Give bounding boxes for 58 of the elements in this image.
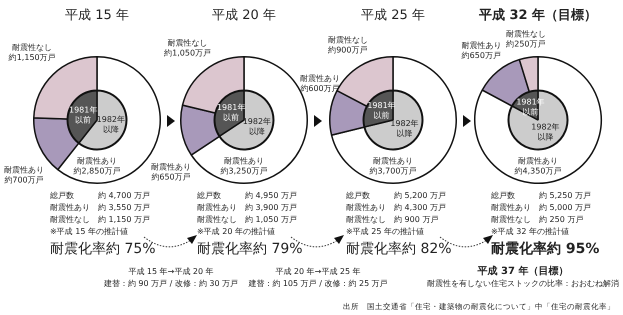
text: 耐震性あり 約 4,300 万戸 bbox=[346, 203, 446, 212]
text: 総戸数 約 4,700 万戸 bbox=[50, 191, 150, 200]
text: 耐震性なし 約 900 万戸 bbox=[346, 215, 438, 224]
data-label: 約3,250万戸 bbox=[220, 166, 268, 176]
text: 耐震化率約 82% bbox=[346, 240, 452, 258]
data-label: 約700万戸 bbox=[4, 175, 44, 184]
text: ※平成 20 年の推計値 bbox=[197, 227, 275, 236]
text: 耐震化率約 95% bbox=[491, 240, 600, 258]
slice-label: 1982年以降 bbox=[531, 122, 560, 142]
text: 建替：約 105 万戸 / 改修：約 25 万戸 bbox=[248, 279, 388, 288]
chart-title: 平成 20 年 bbox=[211, 7, 277, 24]
data-label: 約650万戸 bbox=[462, 51, 501, 60]
data-label: 約1,050万戸 bbox=[164, 48, 212, 58]
text: 平成 15 年→平成 20 年 bbox=[128, 267, 214, 276]
text: ※平成 32 年の推計値 bbox=[491, 227, 569, 236]
text: 耐震性なし 約 250 万戸 bbox=[491, 215, 584, 224]
slice-label: 耐震性なし bbox=[328, 35, 368, 44]
slice-label: 耐震性あり bbox=[518, 156, 558, 166]
data-label: 約2,850万戸 bbox=[74, 166, 120, 176]
text: 総戸数 約 4,950 万戸 bbox=[197, 191, 297, 200]
text: 平成 20 年→平成 25 年 bbox=[275, 267, 361, 276]
slice-label: 耐震性なし bbox=[168, 38, 208, 48]
text: 耐震性あり 約 3,900 万戸 bbox=[197, 203, 297, 212]
text: ※平成 15 年の推計値 bbox=[50, 227, 128, 236]
text: 総戸数 約 5,200 万戸 bbox=[346, 191, 446, 200]
text: 耐震性を有しない住宅ストックの比率：おおむね解消 bbox=[426, 278, 620, 290]
text: 耐震化率約 75% bbox=[50, 240, 156, 258]
chart-title: 平成 15 年 bbox=[64, 7, 130, 24]
chart-title: 平成 25 年 bbox=[361, 8, 425, 23]
slice-label: 耐震性あり bbox=[151, 162, 191, 172]
slice-label: 耐震性あり bbox=[461, 41, 502, 50]
slice-label: 1982年以降 bbox=[242, 117, 272, 136]
data-label: 約900万戸 bbox=[328, 45, 368, 54]
slice-label: 耐震性なし bbox=[12, 43, 52, 52]
data-label: 約3,700万戸 bbox=[370, 166, 416, 176]
slice-label: 1982年以降 bbox=[390, 119, 419, 138]
chart-title: 平成 32 年（目標） bbox=[478, 7, 598, 24]
text: 建替：約 90 万戸 / 改修：約 30 万戸 bbox=[104, 279, 238, 288]
data-label: 約250万戸 bbox=[506, 40, 546, 49]
data-label: 約1,150万戸 bbox=[8, 53, 56, 62]
text: 耐震性なし 約 1,050 万戸 bbox=[197, 215, 297, 224]
slice-label: 耐震性あり bbox=[4, 165, 44, 174]
data-label: 約4,350万戸 bbox=[514, 166, 562, 176]
slice-label: 耐震性あり bbox=[77, 156, 117, 166]
text: 耐震性なし 約 1,150 万戸 bbox=[50, 215, 150, 224]
text: 耐震化率約 79% bbox=[197, 240, 303, 258]
slice-label: 耐震性あり bbox=[373, 156, 413, 166]
text: 耐震性あり 約 5,000 万戸 bbox=[491, 203, 591, 212]
slice-label: 耐震性あり bbox=[224, 156, 264, 166]
slice-label: 1981年以前 bbox=[69, 105, 98, 124]
text: 耐震性あり 約 3,550 万戸 bbox=[50, 203, 150, 212]
text: ※平成 25 年の推計値 bbox=[346, 227, 424, 236]
text: 平成 37 年（目標） bbox=[476, 266, 570, 278]
text: 総戸数 約 5,250 万戸 bbox=[491, 191, 591, 200]
slice-label: 1982年以降 bbox=[96, 114, 125, 134]
slice-label: 耐震性あり bbox=[300, 74, 340, 83]
slice-label: 耐震性なし bbox=[506, 30, 546, 39]
data-label: 約650万戸 bbox=[151, 172, 191, 182]
